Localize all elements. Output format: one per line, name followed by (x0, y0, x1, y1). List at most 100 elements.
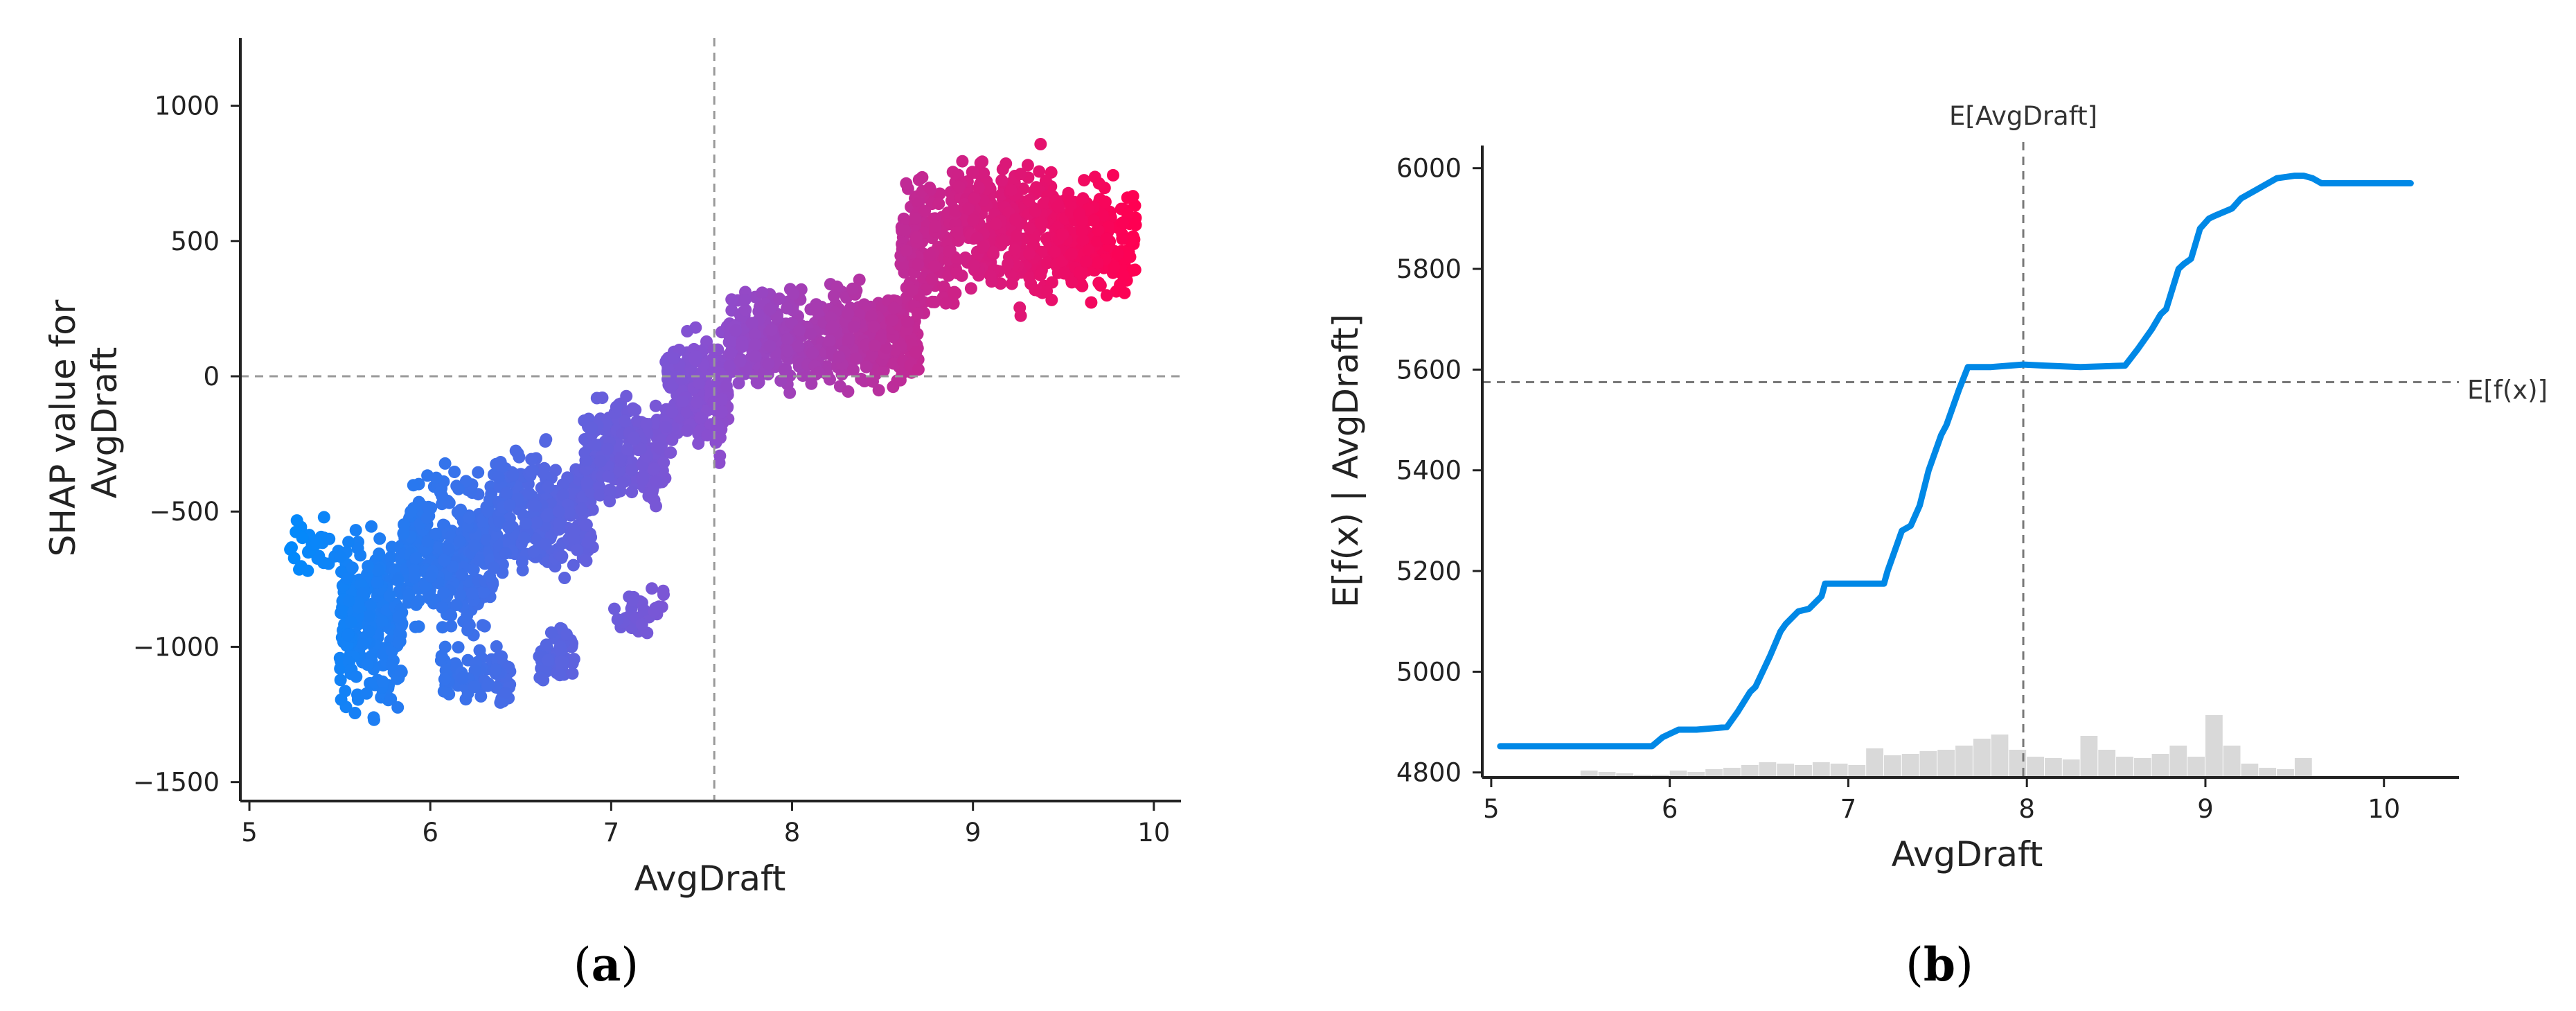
scatter-point (950, 226, 963, 238)
scatter-point (765, 323, 778, 336)
scatter-point (602, 470, 615, 483)
scatter-point (421, 535, 434, 548)
scatter-point (716, 405, 729, 419)
scatter-point (335, 606, 348, 619)
scatter-point (435, 649, 448, 662)
scatter-point (1065, 247, 1078, 261)
scatter-point (1100, 289, 1113, 302)
x-tick-label: 8 (2018, 794, 2035, 824)
scatter-point (1128, 199, 1142, 212)
scatter-point (657, 584, 670, 597)
x-tick-label: 6 (422, 818, 438, 847)
scatter-point (594, 489, 607, 502)
scatter-point (750, 376, 763, 389)
scatter-point (842, 385, 855, 398)
scatter-point (456, 671, 469, 685)
scatter-point (301, 564, 314, 577)
scatter-point (562, 506, 576, 519)
scatter-point (522, 486, 535, 500)
scatter-point (713, 456, 726, 469)
scatter-point (575, 503, 588, 516)
scatter-point (964, 282, 977, 295)
scatter-point (465, 587, 479, 600)
histogram-bar (2027, 757, 2044, 777)
histogram-bar (1580, 771, 1598, 777)
scatter-point (803, 328, 817, 341)
scatter-point (826, 320, 840, 333)
scatter-point (436, 489, 449, 502)
scatter-point (1040, 256, 1054, 270)
scatter-point (720, 380, 733, 393)
scatter-point (977, 167, 991, 179)
scatter-point (398, 518, 411, 531)
scatter-point (361, 658, 374, 671)
scatter-point (691, 396, 704, 409)
x-tick-label: 10 (1137, 818, 1170, 847)
scatter-point (490, 640, 503, 653)
scatter-point (620, 389, 633, 403)
scatter-point (918, 204, 932, 218)
scatter-point (542, 480, 555, 493)
y-tick-label: 1000 (154, 91, 220, 121)
scatter-point (409, 552, 423, 565)
scatter-point (634, 442, 647, 455)
scatter-point (637, 604, 650, 617)
histogram-bar (1884, 755, 1901, 777)
scatter-point (429, 471, 443, 484)
scatter-point (365, 520, 378, 533)
scatter-point (745, 317, 758, 330)
scatter-point (1000, 157, 1013, 170)
scatter-point (1092, 224, 1105, 237)
partial-dependence-line (1497, 173, 2414, 750)
scatter-point (438, 554, 451, 567)
histogram-bar (2169, 746, 2187, 777)
scatter-point (657, 456, 670, 469)
scatter-point (468, 539, 481, 552)
scatter-point (886, 313, 899, 326)
histogram-bar (2259, 768, 2277, 777)
x-tick-label: 7 (1840, 794, 1857, 824)
scatter-point (1004, 184, 1018, 197)
y-tick-label: 5400 (1396, 456, 1462, 486)
scatter-point (402, 588, 416, 601)
scatter-point (749, 350, 762, 363)
scatter-point (579, 454, 592, 467)
scatter-point (525, 452, 538, 466)
scatter-point (601, 442, 614, 455)
scatter-point (493, 515, 506, 528)
scatter-point (764, 302, 777, 315)
scatter-point (394, 665, 407, 678)
scatter-point (342, 536, 355, 549)
scatter-point (621, 443, 634, 456)
scatter-point (1021, 159, 1034, 172)
y-axis-title-line-1: SHAP value for (43, 299, 83, 556)
scatter-point (1065, 276, 1078, 289)
scatter-point (867, 320, 880, 333)
scatter-point (625, 464, 639, 476)
scatter-point (675, 373, 688, 386)
scatter-point (701, 429, 714, 442)
scatter-point (783, 386, 797, 399)
scatter-point (603, 483, 616, 496)
scatter-point (384, 551, 397, 564)
scatter-point (950, 267, 963, 280)
scatter-point (478, 619, 491, 633)
scatter-point (579, 519, 592, 532)
scatter-point (1100, 232, 1113, 245)
scatter-point (552, 505, 565, 518)
scatter-point (715, 392, 728, 405)
scatter-point (850, 352, 862, 365)
scatter-point (692, 437, 705, 450)
histogram-bar (1705, 769, 1723, 777)
scatter-point (1023, 271, 1036, 284)
scatter-point (1087, 214, 1100, 227)
scatter-point (793, 324, 806, 337)
histogram-bar (1777, 764, 1795, 777)
scatter-point (342, 595, 355, 608)
scatter-point (1073, 266, 1086, 279)
scatter-point (312, 550, 326, 563)
scatter-point (1014, 168, 1027, 181)
scatter-point (824, 373, 836, 386)
scatter-point (648, 462, 661, 475)
scatter-point (1076, 234, 1090, 247)
